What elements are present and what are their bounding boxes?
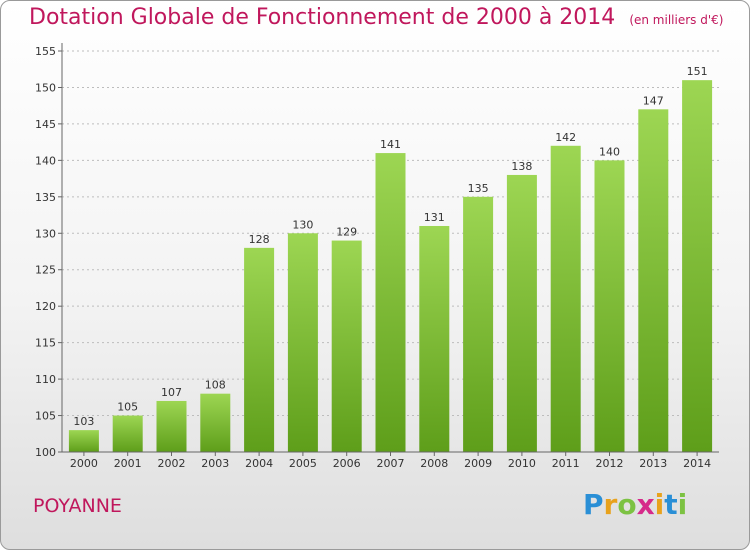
logo-letter: x	[636, 488, 655, 521]
x-tick-label-2004: 2004	[245, 457, 273, 470]
logo-letter: r	[603, 488, 618, 521]
logo-letter: o	[617, 488, 637, 521]
x-tick-label-2009: 2009	[464, 457, 492, 470]
data-label-2004: 128	[249, 233, 270, 246]
y-tick-label: 120	[35, 300, 56, 313]
bar-2013	[638, 109, 669, 452]
bar-2005	[287, 233, 318, 452]
data-label-2014: 151	[687, 65, 708, 78]
logo-letter: i	[654, 488, 665, 521]
y-tick-label: 105	[35, 410, 56, 423]
proxiti-logo: Proxiti	[583, 488, 687, 521]
y-tick-label: 155	[35, 45, 56, 58]
x-tick-label-2003: 2003	[201, 457, 229, 470]
data-label-2012: 140	[599, 145, 620, 158]
x-tick-label-2011: 2011	[552, 457, 580, 470]
bar-2006	[331, 240, 362, 452]
bar-2003	[200, 393, 231, 452]
commune-name: POYANNE	[33, 495, 122, 517]
logo-letter: t	[664, 488, 678, 521]
x-tick-label-2010: 2010	[508, 457, 536, 470]
bar-2001	[112, 415, 143, 452]
x-tick-label-2002: 2002	[158, 457, 186, 470]
data-label-2008: 131	[424, 211, 445, 224]
x-tick-label-2014: 2014	[683, 457, 711, 470]
y-tick-label: 100	[35, 446, 56, 459]
data-label-2000: 103	[73, 415, 94, 428]
x-tick-label-2012: 2012	[596, 457, 624, 470]
data-label-2013: 147	[643, 94, 664, 107]
x-tick-label-2006: 2006	[333, 457, 361, 470]
unit-text: (en milliers d'€)	[629, 13, 724, 27]
y-tick-label: 130	[35, 227, 56, 240]
bar-2014	[682, 80, 713, 452]
bar-2009	[463, 196, 494, 452]
x-tick-label-2005: 2005	[289, 457, 317, 470]
x-tick-label-2008: 2008	[420, 457, 448, 470]
logo-letter: P	[583, 488, 604, 521]
y-tick-label: 140	[35, 154, 56, 167]
y-tick-label: 135	[35, 191, 56, 204]
data-label-2006: 129	[336, 226, 357, 239]
logo-letter: i	[677, 488, 688, 521]
bar-2010	[506, 174, 537, 453]
data-label-2011: 142	[555, 131, 576, 144]
bar-2012	[594, 160, 625, 452]
data-label-2005: 130	[292, 218, 313, 231]
data-label-2003: 108	[205, 379, 226, 392]
y-tick-label: 150	[35, 81, 56, 94]
data-label-2009: 135	[468, 182, 489, 195]
y-tick-label: 125	[35, 264, 56, 277]
x-tick-label-2000: 2000	[70, 457, 98, 470]
y-tick-label: 145	[35, 118, 56, 131]
bar-2000	[68, 430, 99, 452]
data-label-2001: 105	[117, 401, 138, 414]
x-tick-label-2007: 2007	[377, 457, 405, 470]
chart-title: Dotation Globale de Fonctionnement de 20…	[29, 5, 723, 30]
y-tick-label: 110	[35, 373, 56, 386]
x-tick-label-2013: 2013	[639, 457, 667, 470]
bar-2008	[419, 225, 450, 452]
bar-2004	[244, 247, 275, 452]
title-text: Dotation Globale de Fonctionnement de 20…	[29, 5, 616, 30]
bar-2011	[550, 145, 581, 453]
data-label-2010: 138	[511, 160, 532, 173]
data-label-2002: 107	[161, 386, 182, 399]
data-label-2007: 141	[380, 138, 401, 151]
bar-2002	[156, 400, 187, 452]
bar-2007	[375, 153, 406, 452]
y-tick-label: 115	[35, 337, 56, 350]
x-tick-label-2001: 2001	[114, 457, 142, 470]
